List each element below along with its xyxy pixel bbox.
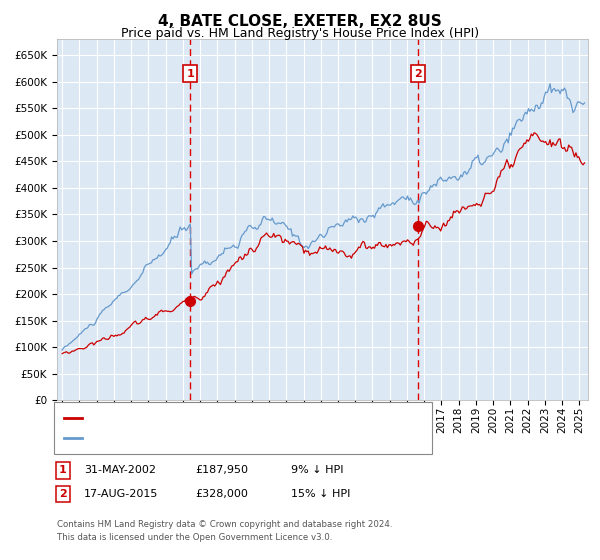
Text: 4, BATE CLOSE, EXETER, EX2 8US: 4, BATE CLOSE, EXETER, EX2 8US bbox=[158, 14, 442, 29]
Text: 2: 2 bbox=[414, 68, 422, 78]
Text: 1: 1 bbox=[186, 68, 194, 78]
Text: This data is licensed under the Open Government Licence v3.0.: This data is licensed under the Open Gov… bbox=[57, 533, 332, 542]
Text: 31-MAY-2002: 31-MAY-2002 bbox=[84, 465, 156, 475]
Text: Contains HM Land Registry data © Crown copyright and database right 2024.: Contains HM Land Registry data © Crown c… bbox=[57, 520, 392, 529]
Text: 17-AUG-2015: 17-AUG-2015 bbox=[84, 489, 158, 499]
Text: HPI: Average price, detached house, Exeter: HPI: Average price, detached house, Exet… bbox=[86, 433, 312, 443]
Text: 2: 2 bbox=[59, 489, 67, 499]
Text: 4, BATE CLOSE, EXETER, EX2 8US (detached house): 4, BATE CLOSE, EXETER, EX2 8US (detached… bbox=[86, 413, 355, 423]
Text: Price paid vs. HM Land Registry's House Price Index (HPI): Price paid vs. HM Land Registry's House … bbox=[121, 27, 479, 40]
Text: £187,950: £187,950 bbox=[195, 465, 248, 475]
Text: 1: 1 bbox=[59, 465, 67, 475]
Text: 9% ↓ HPI: 9% ↓ HPI bbox=[291, 465, 343, 475]
Text: £328,000: £328,000 bbox=[195, 489, 248, 499]
Text: 15% ↓ HPI: 15% ↓ HPI bbox=[291, 489, 350, 499]
